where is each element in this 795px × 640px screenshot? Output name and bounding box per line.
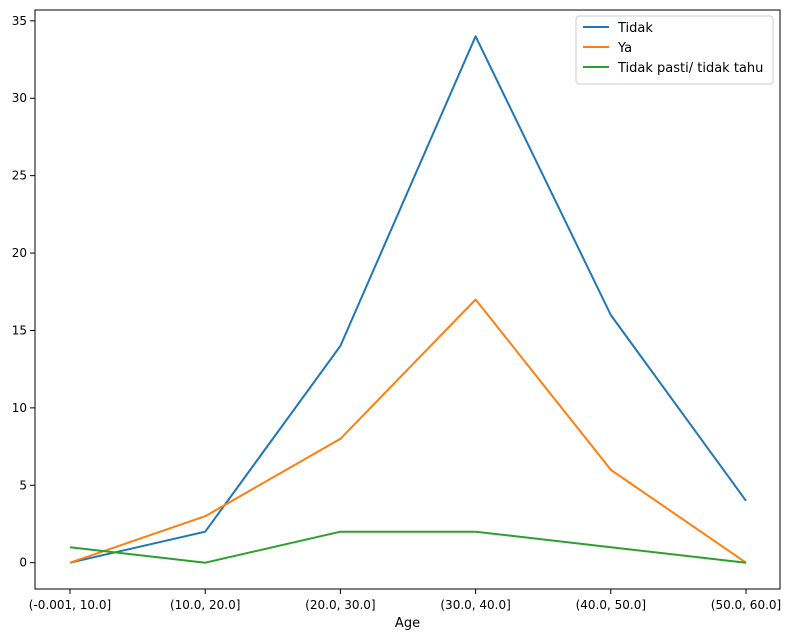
series-line-1 xyxy=(69,35,747,564)
plot-frame xyxy=(34,9,781,590)
x-tick-label: (30.0, 40.0] xyxy=(440,598,510,612)
y-tick-label: 25 xyxy=(12,169,27,183)
legend-label: Tidak xyxy=(617,21,653,36)
y-tick-label: 10 xyxy=(12,401,27,415)
x-tick-label: (10.0, 20.0] xyxy=(170,598,240,612)
x-tick-label: (40.0, 50.0] xyxy=(576,598,646,612)
y-axis: 0 5 10 15 20 25 30 35 xyxy=(12,14,35,570)
legend: Tidak Ya Tidak pasti/ tidak tahu xyxy=(575,15,774,85)
legend-label: Tidak pasti/ tidak tahu xyxy=(617,61,763,76)
legend-label: Ya xyxy=(617,41,632,56)
legend-box xyxy=(575,15,774,85)
series-line-2 xyxy=(69,298,747,564)
x-tick-label: (50.0, 60.0] xyxy=(711,598,781,612)
y-tick-label: 30 xyxy=(12,91,27,105)
y-tick-label: 15 xyxy=(12,323,27,337)
x-tick-label: (-0.001, 10.0] xyxy=(29,598,111,612)
y-tick-label: 5 xyxy=(19,478,27,492)
x-axis-label: Age xyxy=(395,616,420,631)
y-tick-label: 35 xyxy=(12,14,27,28)
y-tick-label: 0 xyxy=(19,556,27,570)
x-tick-label: (20.0, 30.0] xyxy=(305,598,375,612)
y-tick-label: 20 xyxy=(12,246,27,260)
series-line-3 xyxy=(69,530,747,564)
series-layer xyxy=(69,35,747,564)
x-axis: (-0.001, 10.0] (10.0, 20.0] (20.0, 30.0] (3… xyxy=(29,589,781,612)
